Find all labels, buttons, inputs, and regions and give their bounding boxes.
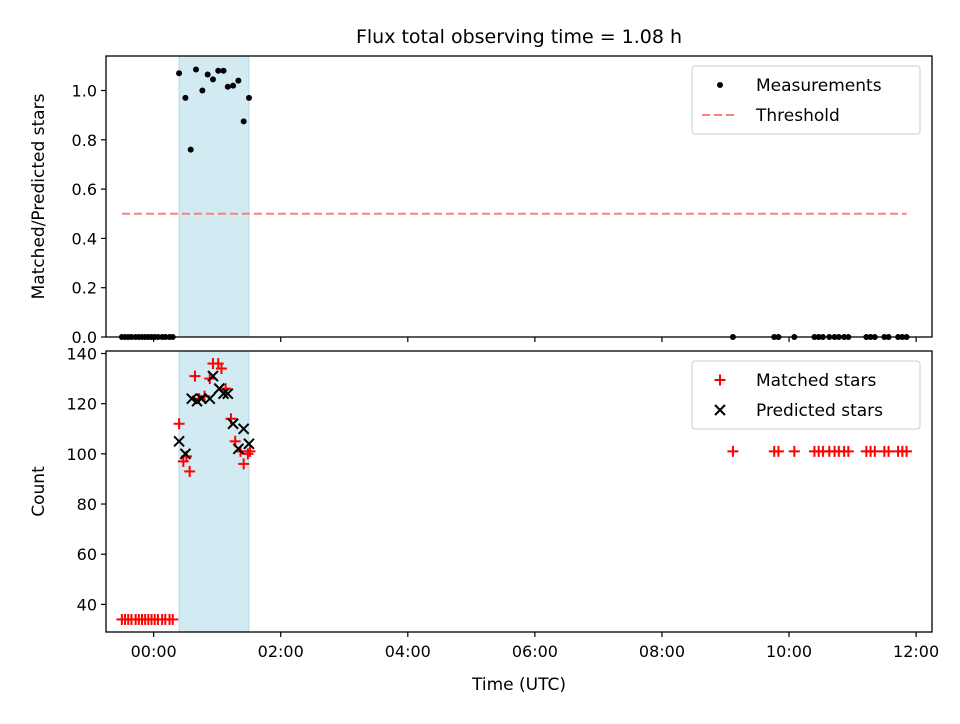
legend-box xyxy=(691,360,921,430)
marker-stroke xyxy=(173,435,185,448)
predicted-star-marker xyxy=(195,392,208,405)
matched-star-marker xyxy=(883,445,895,457)
legend-swatch xyxy=(717,82,723,88)
y-tick-label: 100 xyxy=(66,445,97,464)
marker-stroke xyxy=(179,448,192,460)
predicted-star-marker xyxy=(207,370,219,382)
predicted-star-marker xyxy=(232,443,245,455)
marker-stroke xyxy=(227,418,239,430)
measurement-point xyxy=(220,67,227,74)
legend-box xyxy=(691,65,921,135)
measurement-point xyxy=(215,67,222,74)
axes-frame xyxy=(105,350,933,633)
legend-label: Matched stars xyxy=(756,371,876,391)
y-tick-label: 60 xyxy=(77,545,97,564)
y-tick-label: 0.8 xyxy=(72,131,97,150)
y-tick-label: 0.2 xyxy=(72,279,97,298)
predicted-star-marker xyxy=(222,387,234,400)
marker-stroke xyxy=(204,392,216,405)
measurement-point xyxy=(245,94,252,101)
y-axis-label: Count xyxy=(29,466,49,517)
legend: Measurements Threshold xyxy=(691,65,921,135)
measurement-point xyxy=(235,77,242,84)
shaded-observing-region xyxy=(178,55,250,338)
x-axis-label: Time (UTC) xyxy=(471,675,566,695)
matched-star-marker xyxy=(189,370,201,382)
marker-stroke xyxy=(207,370,219,382)
y-tick-label: 0.6 xyxy=(72,180,97,199)
y-tick-label: 1.0 xyxy=(72,82,97,101)
marker-stroke xyxy=(237,423,250,435)
matched-star-marker xyxy=(167,613,179,625)
legend: Matched stars Predicted stars xyxy=(691,360,921,430)
y-tick-label: 0.4 xyxy=(72,229,97,248)
bottom-panel: 40 60 80 100 120 140 00:00 02:00 04:00 06:00 08:00… xyxy=(29,345,939,695)
predicted-star-marker xyxy=(173,435,185,448)
x-tick-label: 02:00 xyxy=(258,642,304,661)
series-matched-stars xyxy=(116,358,913,625)
measurement-point xyxy=(176,70,183,77)
predicted-star-marker xyxy=(243,438,255,450)
measurement-point xyxy=(187,146,194,153)
legend-label: Threshold xyxy=(755,106,840,126)
predicted-star-marker xyxy=(179,448,192,460)
measurement-point xyxy=(182,94,189,101)
matched-star-marker xyxy=(215,363,227,375)
measurement-point xyxy=(199,87,206,94)
predicted-star-marker xyxy=(227,418,239,430)
axes-frame xyxy=(105,55,933,338)
matched-star-marker xyxy=(727,445,739,457)
legend-item-matched-stars: Matched stars xyxy=(714,371,876,391)
matched-star-marker xyxy=(788,445,800,457)
predicted-star-marker xyxy=(204,392,216,405)
matched-star-marker xyxy=(772,445,784,457)
legend-item-measurements: Measurements xyxy=(717,76,882,96)
matched-star-marker xyxy=(869,445,881,457)
marker-stroke xyxy=(186,392,198,405)
y-tick-label: 120 xyxy=(66,395,97,414)
measurement-point xyxy=(240,118,247,125)
matched-star-marker xyxy=(244,445,256,457)
x-tick-label: 08:00 xyxy=(639,642,685,661)
matched-star-marker xyxy=(184,465,196,477)
marker-stroke xyxy=(232,443,245,455)
marker-stroke xyxy=(195,392,208,405)
measurement-point xyxy=(204,71,211,78)
predicted-star-marker xyxy=(237,423,250,435)
legend-item-threshold: Threshold xyxy=(702,106,840,126)
marker-stroke xyxy=(243,438,255,450)
x-tick-label: 06:00 xyxy=(512,642,558,661)
x-tick-label: 04:00 xyxy=(385,642,431,661)
y-tick-label: 80 xyxy=(77,495,97,514)
predicted-star-marker xyxy=(217,387,230,400)
matched-star-marker xyxy=(173,418,185,430)
y-tick-label: 40 xyxy=(77,595,97,614)
matched-star-marker xyxy=(238,458,250,470)
legend-label: Measurements xyxy=(756,76,882,96)
top-panel: 0.0 0.2 0.4 0.6 0.8 1.0 Matched/Predicted star… xyxy=(29,55,933,347)
measurement-point xyxy=(224,83,231,90)
measurement-point xyxy=(193,66,200,73)
legend-swatch xyxy=(714,404,726,416)
matched-star-marker xyxy=(901,445,913,457)
x-tick-label: 10:00 xyxy=(766,642,812,661)
measurement-point xyxy=(230,82,237,89)
legend-item-predicted-stars: Predicted stars xyxy=(714,401,883,421)
x-tick-label: 12:00 xyxy=(893,642,939,661)
legend-label: Predicted stars xyxy=(756,401,883,421)
y-tick-label: 140 xyxy=(66,345,97,364)
series-predicted-stars xyxy=(173,370,255,460)
marker-stroke xyxy=(217,387,230,400)
y-axis-label: Matched/Predicted stars xyxy=(29,93,49,299)
matched-star-marker xyxy=(842,445,854,457)
chart-title: Flux total observing time = 1.08 h xyxy=(356,26,682,48)
marker-stroke xyxy=(222,387,234,400)
matched-star-marker xyxy=(242,448,254,460)
y-tick-label: 0.0 xyxy=(72,328,97,347)
x-tick-label: 00:00 xyxy=(131,642,177,661)
measurement-point xyxy=(209,76,216,83)
